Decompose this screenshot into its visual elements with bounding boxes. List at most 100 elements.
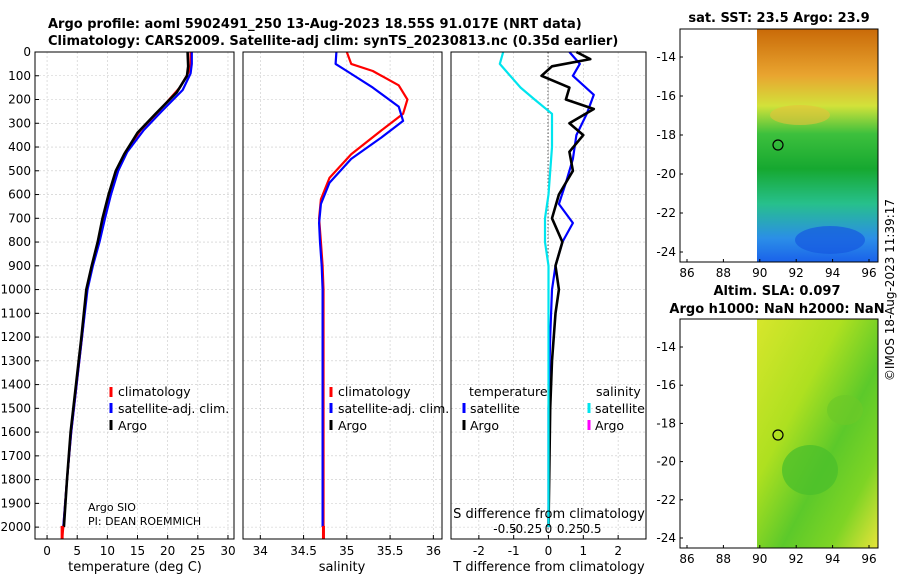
temperature-frame	[34, 51, 235, 540]
sst-map-frame	[679, 28, 879, 263]
map-y-tick-label: -14	[656, 50, 676, 64]
x-tick-label: 30	[220, 544, 235, 558]
depth-tick-label: 600	[8, 188, 31, 202]
depth-tick-label: 200	[8, 93, 31, 107]
salinity-frame	[242, 51, 443, 540]
legend-salinity-title: salinity	[596, 384, 641, 399]
map-x-tick-label: 90	[752, 552, 767, 566]
x-tick-label: 0	[545, 544, 553, 558]
temperature-series	[60, 51, 193, 540]
legend-sal-argo-label: Argo	[595, 418, 624, 433]
map-y-tick-label: -24	[656, 531, 676, 545]
legend-temp-argo-label: Argo	[470, 418, 499, 433]
depth-tick-label: 500	[8, 164, 31, 178]
sst-map: sat. SST: 23.5 Argo: 23.9 86 88 90 92 94 96 -…	[656, 11, 879, 280]
temperature-xlabel: temperature (deg C)	[68, 560, 202, 575]
x-tick-label: -2	[473, 544, 485, 558]
series-line-temperature-satellite	[547, 51, 595, 528]
float-owner-label: Argo SIO	[88, 501, 136, 514]
difference-panel: -2 -1 0 1 2 -0.5-0.25 0 0.250.5 S difference f…	[450, 50, 647, 575]
salinity-xticks: 34 34.5 35 35.5 36	[253, 535, 441, 558]
depth-tick-label: 1600	[0, 425, 31, 439]
depth-tick-label: 1200	[0, 330, 31, 344]
depth-tick-label: 1100	[0, 306, 31, 320]
map-x-tick-label: 96	[861, 266, 876, 280]
difference-series	[498, 50, 596, 528]
x-tick-label: 20	[160, 544, 175, 558]
sla-map-frame	[679, 318, 879, 549]
map-x-tick-label: 92	[789, 552, 804, 566]
map-y-tick-label: -22	[656, 493, 676, 507]
sst-xticks: 86 88 90 92 94 96	[679, 259, 877, 280]
map-x-tick-label: 94	[825, 266, 840, 280]
salinity-difference-ticks: -0.5-0.25 0 0.250.5	[493, 522, 601, 536]
sla-map: Altim. SLA: 0.097 Argo h1000: NaN h2000:…	[656, 284, 884, 566]
map-x-tick-label: 86	[679, 552, 694, 566]
map-y-tick-label: -18	[656, 416, 676, 430]
sla-map-title-2: Argo h1000: NaN h2000: NaN	[669, 302, 884, 317]
sst-cool-patch	[795, 226, 865, 254]
sst-float-marker	[772, 139, 784, 151]
map-y-tick-label: -22	[656, 206, 676, 220]
sst-yticks: -14 -16 -18 -20 -22 -24	[656, 50, 683, 259]
depth-tick-label: 1300	[0, 354, 31, 368]
sla-low-patch	[782, 445, 838, 495]
map-y-tick-label: -18	[656, 128, 676, 142]
title-line-2: Climatology: CARS2009. Satellite-adj cli…	[48, 34, 618, 49]
salinity-diff-tick-label: 0.5	[582, 522, 601, 536]
series-line-salinity-satellite	[498, 51, 554, 528]
x-tick-label: 35.5	[377, 544, 404, 558]
salinity-series	[318, 51, 409, 539]
salinity-xlabel: salinity	[319, 560, 366, 575]
legend-argo-label: Argo	[118, 418, 147, 433]
salinity-diff-tick-label: 0	[545, 522, 553, 536]
salinity-diff-tick-label: 0.25	[557, 522, 584, 536]
map-x-tick-label: 92	[789, 266, 804, 280]
depth-tick-label: 1500	[0, 401, 31, 415]
x-tick-label: -1	[508, 544, 520, 558]
legend-satellite-label: satellite-adj. clim.	[118, 401, 229, 416]
legend-sal-satellite-label: satellite	[595, 401, 645, 416]
depth-tick-label: 0	[23, 45, 31, 59]
legend-satellite-label: satellite-adj. clim.	[338, 401, 449, 416]
legend-climatology-label: climatology	[338, 384, 411, 399]
series-line-satellite-adj-clim-	[318, 51, 405, 528]
depth-tick-label: 1800	[0, 473, 31, 487]
map-y-tick-label: -14	[656, 340, 676, 354]
salinity-diff-tick-label: -0.5	[493, 522, 516, 536]
series-line-temperature-argo	[540, 50, 596, 528]
x-tick-label: 0	[43, 544, 51, 558]
salinity-panel: 34 34.5 35 35.5 36 salinity climatology sate…	[242, 51, 449, 575]
legend-argo-label: Argo	[338, 418, 367, 433]
depth-tick-label: 800	[8, 235, 31, 249]
depth-tick-label: 400	[8, 140, 31, 154]
sla-low-patch-2	[827, 395, 863, 425]
x-tick-label: 35	[339, 544, 354, 558]
salinity-grid	[243, 51, 442, 539]
salinity-difference-xlabel: S difference from climatology	[453, 507, 645, 522]
depth-tick-label: 300	[8, 116, 31, 130]
difference-xticks: -2 -1 0 1 2	[473, 535, 622, 558]
depth-tick-label: 700	[8, 211, 31, 225]
legend-climatology-label: climatology	[118, 384, 191, 399]
series-line-climatology	[318, 51, 409, 539]
x-tick-label: 34	[253, 544, 268, 558]
sla-xticks: 86 88 90 92 94 96	[679, 545, 877, 566]
sst-warm-patch	[770, 105, 830, 125]
temperature-panel: 0 5 10 15 20 25 30 0 100 200 300 400 500 600 700 800 90…	[0, 45, 235, 575]
x-tick-label: 25	[190, 544, 205, 558]
map-y-tick-label: -20	[656, 167, 676, 181]
map-x-tick-label: 96	[861, 552, 876, 566]
map-y-tick-label: -16	[656, 89, 676, 103]
x-tick-label: 5	[73, 544, 81, 558]
imos-timestamp: ©IMOS 18-Aug-2023 11:39:17	[883, 199, 897, 381]
map-x-tick-label: 86	[679, 266, 694, 280]
temperature-legend: climatology satellite-adj. clim. Argo	[109, 384, 229, 433]
map-y-tick-label: -16	[656, 378, 676, 392]
sla-map-title-1: Altim. SLA: 0.097	[714, 284, 841, 299]
x-tick-label: 34.5	[290, 544, 317, 558]
x-tick-label: 2	[614, 544, 622, 558]
title-line-1: Argo profile: aoml 5902491_250 13-Aug-20…	[48, 17, 582, 32]
map-y-tick-label: -24	[656, 245, 676, 259]
